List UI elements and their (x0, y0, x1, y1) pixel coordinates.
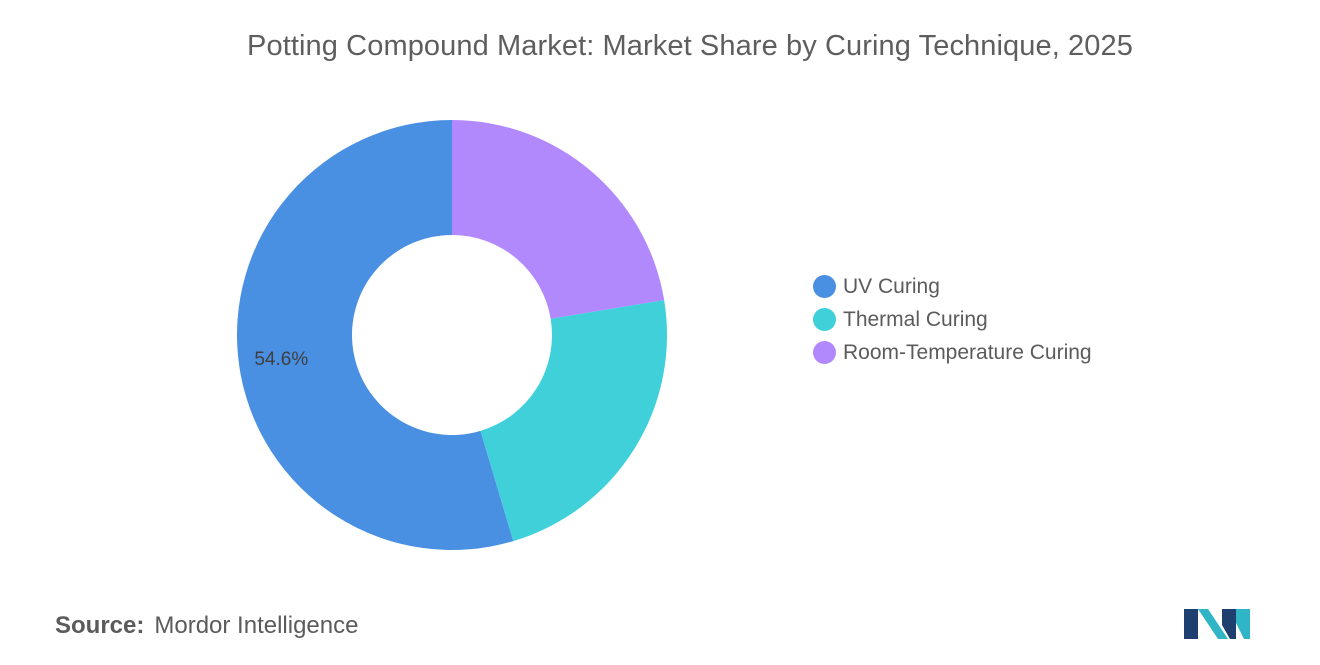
chart-legend: UV Curing Thermal Curing Room-Temperature … (813, 270, 1092, 369)
donut-slice-room-temperature-curing (452, 120, 665, 319)
chart-title: Potting Compound Market: Market Share by… (247, 30, 1133, 62)
legend-item-room-temperature-curing: Room-Temperature Curing (813, 336, 1092, 369)
source-label: Source: (55, 612, 145, 639)
donut-data-labels: 54.6% (254, 349, 308, 370)
legend-swatch-uv-curing (813, 275, 836, 298)
legend-swatch-thermal-curing (813, 308, 836, 331)
legend-swatch-room-temperature-curing (813, 341, 836, 364)
mordor-intelligence-logo-icon (1184, 609, 1250, 639)
donut-slice-thermal-curing (480, 300, 667, 542)
legend-label-thermal-curing: Thermal Curing (843, 307, 988, 331)
legend-item-thermal-curing: Thermal Curing (813, 303, 1092, 336)
donut-slices (237, 120, 667, 550)
source-note: Source: Mordor Intelligence (55, 612, 358, 640)
legend-label-uv-curing: UV Curing (843, 274, 940, 298)
legend-item-uv-curing: UV Curing (813, 270, 1092, 303)
legend-label-room-temperature-curing: Room-Temperature Curing (843, 340, 1092, 364)
source-value: Mordor Intelligence (154, 612, 359, 639)
data-label-uv-curing: 54.6% (254, 349, 308, 370)
donut-slice-uv-curing (237, 120, 514, 550)
